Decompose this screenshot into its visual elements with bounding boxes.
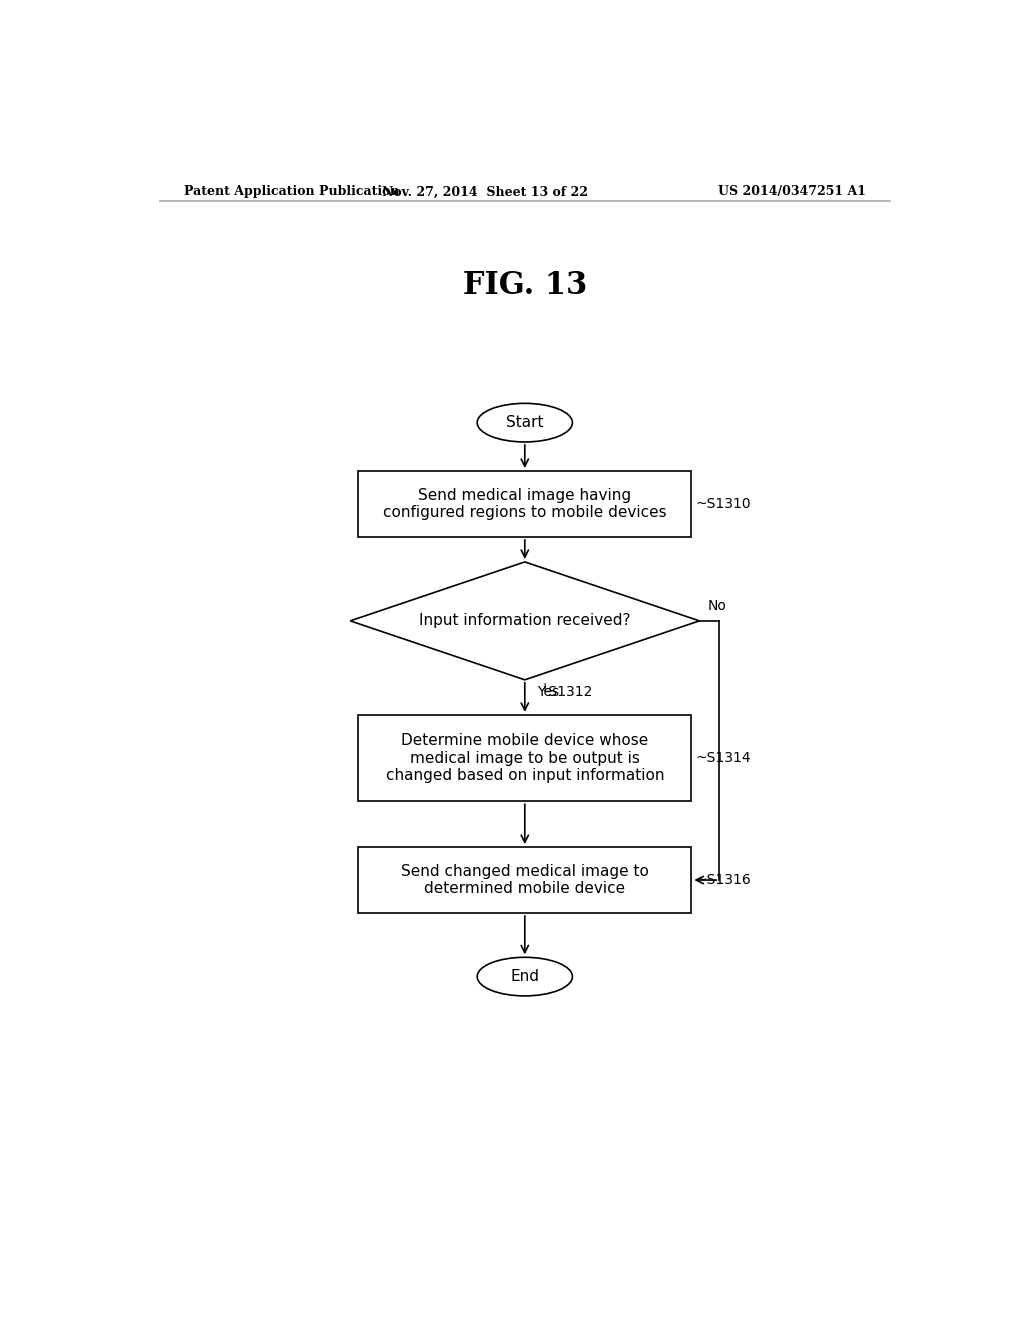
Text: ~S1310: ~S1310	[695, 496, 751, 511]
Text: Determine mobile device whose
medical image to be output is
changed based on inp: Determine mobile device whose medical im…	[386, 733, 664, 783]
Text: Input information received?: Input information received?	[419, 614, 631, 628]
Text: US 2014/0347251 A1: US 2014/0347251 A1	[718, 185, 866, 198]
Text: FIG. 13: FIG. 13	[463, 271, 587, 301]
Polygon shape	[350, 562, 699, 680]
Text: └S1312: └S1312	[541, 685, 593, 698]
Text: Send medical image having
configured regions to mobile devices: Send medical image having configured reg…	[383, 488, 667, 520]
Text: Start: Start	[506, 416, 544, 430]
Text: Yes: Yes	[537, 685, 559, 698]
Ellipse shape	[477, 957, 572, 995]
Text: Nov. 27, 2014  Sheet 13 of 22: Nov. 27, 2014 Sheet 13 of 22	[382, 185, 588, 198]
Text: End: End	[510, 969, 540, 985]
Text: Patent Application Publication: Patent Application Publication	[183, 185, 399, 198]
FancyBboxPatch shape	[358, 715, 691, 801]
Text: No: No	[708, 599, 726, 612]
Ellipse shape	[477, 404, 572, 442]
Text: ~S1314: ~S1314	[695, 751, 751, 766]
FancyBboxPatch shape	[358, 471, 691, 537]
FancyBboxPatch shape	[358, 847, 691, 913]
Text: ~S1316: ~S1316	[695, 873, 752, 887]
Text: Send changed medical image to
determined mobile device: Send changed medical image to determined…	[400, 863, 649, 896]
